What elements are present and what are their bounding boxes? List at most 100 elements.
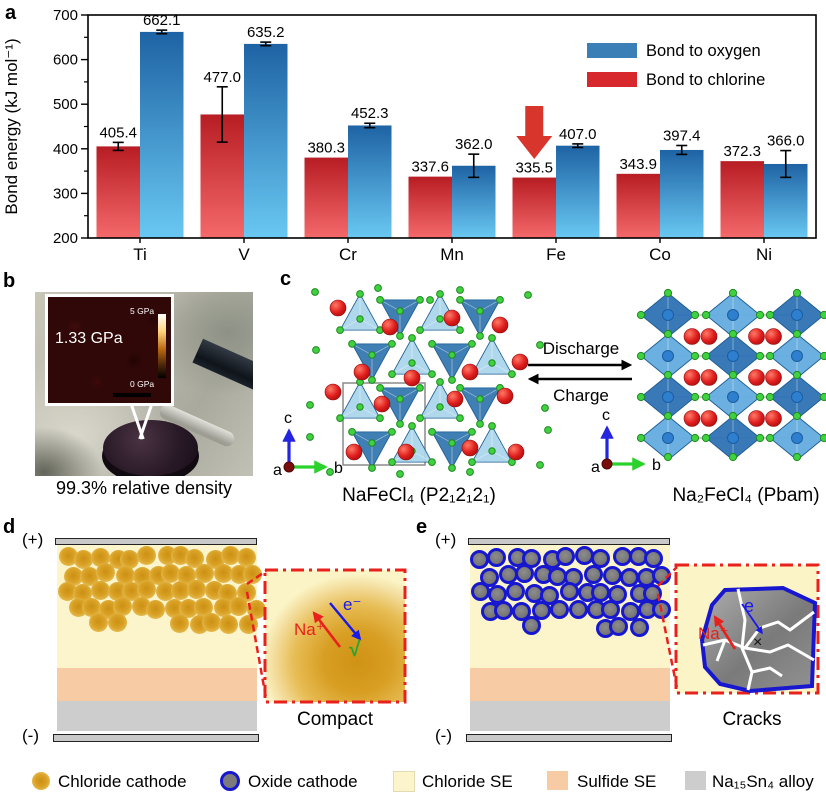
- oxide-cathode-particle: [591, 548, 611, 568]
- chloride-cathode-particle: [194, 563, 214, 583]
- e-negative-terminal: (-): [435, 726, 452, 745]
- legend-swatch-oxygen: [587, 43, 637, 58]
- legend-oxide-cathode-swatch: [220, 771, 240, 791]
- bar-Cr-chlorine: [304, 157, 348, 238]
- chloride-cathode-particle: [187, 579, 207, 599]
- oxide-cathode-particle: [620, 601, 640, 621]
- relative-density-caption: 99.3% relative density: [55, 478, 233, 498]
- value-label-Cr-oxygen: 452.3: [351, 105, 389, 122]
- legend-chloride-se-swatch: [393, 771, 415, 792]
- legend-alloy-label: Na₁₅Sn₄ alloy: [712, 772, 814, 791]
- discharge-label: Discharge: [542, 339, 620, 358]
- x-tick-Fe: Fe: [546, 245, 566, 262]
- tweezers-arm: [192, 338, 253, 408]
- chloride-cathode-particle: [74, 550, 94, 570]
- y-tick-700: 700: [53, 7, 78, 24]
- chloride-cathode-particle: [170, 545, 190, 565]
- oxide-cathode-particle: [602, 565, 622, 585]
- bar-Cr-oxygen: [348, 125, 392, 238]
- chloride-cathode-particle: [221, 545, 241, 565]
- value-label-Fe-oxygen: 407.0: [559, 126, 597, 143]
- oxide-cathode-particle: [559, 582, 579, 602]
- panel-letter-b: b: [3, 270, 16, 292]
- chloride-cathode-particle: [96, 562, 116, 582]
- legend-label-chlorine: Bond to chlorine: [646, 71, 765, 89]
- charge-label: Charge: [553, 386, 609, 405]
- value-label-Fe-chlorine: 335.5: [515, 160, 553, 177]
- bar-Fe-oxygen: [556, 145, 600, 238]
- value-label-Co-chlorine: 343.9: [619, 156, 657, 173]
- d-sulfide-se-layer: [57, 668, 257, 701]
- bar-V-oxygen: [244, 43, 288, 238]
- e-cross-mark: ×: [753, 634, 763, 651]
- oxide-cathode-particle: [590, 582, 610, 602]
- y-tick-500: 500: [53, 96, 78, 113]
- oxide-cathode-particle: [644, 548, 664, 568]
- oxide-cathode-particle: [486, 548, 506, 568]
- chloride-cathode-particle: [120, 550, 140, 570]
- value-label-Mn-oxygen: 362.0: [455, 136, 493, 153]
- chloride-cathode-particle: [171, 580, 191, 600]
- series-bond-to-chlorine: 405.4 477.0 380.3 337.6 335.5 343.9 372.3: [96, 69, 764, 238]
- chloride-cathode-particle: [178, 599, 198, 619]
- value-label-Ti-chlorine: 405.4: [99, 124, 137, 141]
- e-electron-label: e: [744, 596, 755, 616]
- panel-letter-a: a: [5, 2, 17, 24]
- chloride-cathode-particle: [89, 612, 109, 632]
- highlight-arrow-fe: [516, 106, 553, 159]
- bar-Fe-chlorine: [512, 177, 556, 238]
- chloride-cathode-particle: [64, 566, 84, 586]
- y-axis-label: Bond energy (kJ mol⁻¹): [2, 38, 21, 214]
- value-label-Co-oxygen: 397.4: [663, 127, 701, 144]
- y-tick-600: 600: [53, 52, 78, 69]
- d-check-mark: √: [349, 638, 361, 661]
- e-positive-terminal: (+): [435, 530, 457, 549]
- d-positive-terminal: (+): [22, 530, 44, 549]
- chloride-cathode-particle: [113, 597, 133, 617]
- chloride-cathode-particle: [79, 566, 99, 586]
- chloride-cathode-particle: [170, 614, 190, 634]
- oxide-cathode-particle: [470, 550, 490, 570]
- oxide-cathode-particle: [521, 616, 541, 636]
- modulus-value: 1.33 GPa: [55, 330, 123, 347]
- oxide-cathode-particle: [505, 581, 525, 601]
- axis-label-c: c: [602, 407, 610, 424]
- cracks-caption: Cracks: [722, 709, 782, 730]
- legend-sulfide-se-label: Sulfide SE: [577, 772, 657, 791]
- oxide-cathode-particle: [550, 600, 570, 620]
- compact-caption: Compact: [296, 709, 374, 730]
- legend-chloride-se-label: Chloride SE: [422, 772, 513, 791]
- chloride-cathode-particle: [202, 612, 222, 632]
- chloride-cathode-particle: [145, 600, 165, 620]
- legend-swatch-chlorine: [587, 72, 637, 87]
- chloride-cathode-particle: [160, 564, 180, 584]
- oxide-cathode-particle: [494, 600, 514, 620]
- chloride-cathode-particle: [91, 581, 110, 601]
- bar-Co-oxygen: [660, 149, 704, 238]
- legend-oxide-cathode-label: Oxide cathode: [248, 772, 358, 791]
- bar-Mn-chlorine: [408, 176, 452, 238]
- y-tick-300: 300: [53, 185, 78, 202]
- panel-letter-d: d: [3, 516, 16, 538]
- oxide-cathode-particle: [600, 599, 620, 619]
- e-sulfide-se-layer: [470, 668, 670, 701]
- legend-chloride-cathode-label: Chloride cathode: [58, 772, 187, 791]
- value-label-V-chlorine: 477.0: [203, 69, 241, 86]
- chloride-cathode-particle: [137, 546, 157, 566]
- chloride-cathode-particle: [115, 566, 135, 586]
- oxide-cathode-particle: [540, 585, 559, 605]
- e-alloy-layer: [470, 701, 670, 731]
- series-bond-to-oxygen: 662.1 635.2 452.3 362.0 407.0 397.4 366.0: [140, 12, 808, 239]
- chloride-cathode-particle: [107, 582, 127, 602]
- axis-triad-left: c b a: [273, 410, 343, 479]
- legend-chloride-cathode-swatch: [32, 772, 50, 790]
- chloride-cathode-particle: [206, 549, 226, 569]
- x-tick-Ni: Ni: [756, 245, 772, 262]
- oxide-cathode-particle: [652, 599, 672, 619]
- oxide-cathode-particle: [583, 564, 603, 584]
- chloride-cathode-particle: [108, 613, 128, 633]
- x-tick-Mn: Mn: [440, 245, 464, 262]
- legend-label-oxygen: Bond to oxygen: [646, 42, 761, 60]
